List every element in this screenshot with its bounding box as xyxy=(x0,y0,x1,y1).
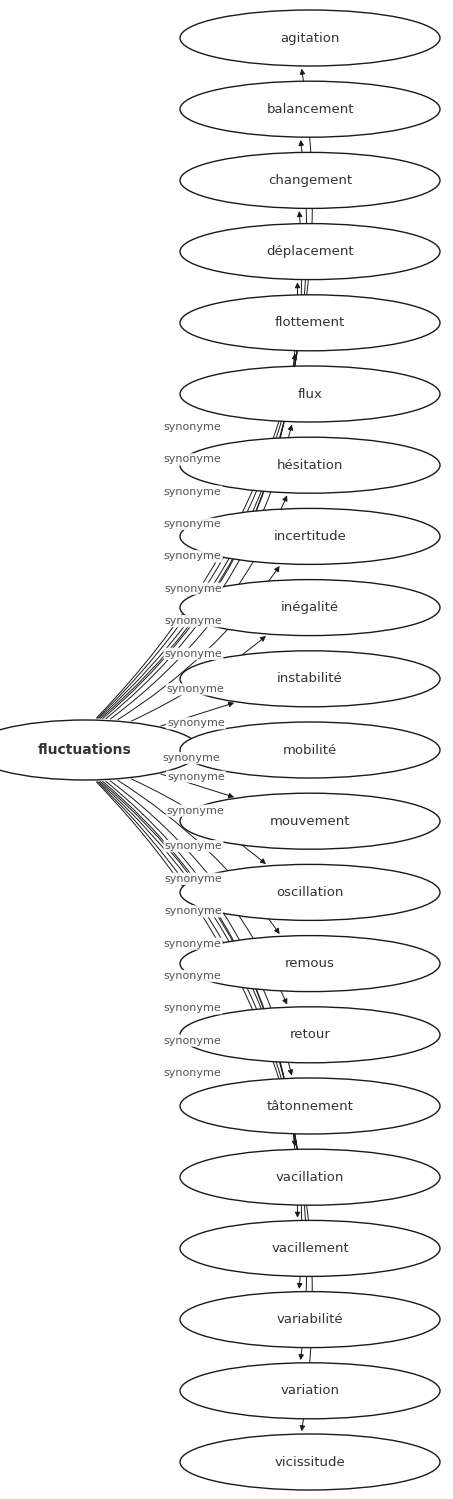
Text: variabilité: variabilité xyxy=(277,1313,343,1327)
Text: mobilité: mobilité xyxy=(283,744,337,757)
Ellipse shape xyxy=(180,580,440,636)
Ellipse shape xyxy=(180,1435,440,1490)
Ellipse shape xyxy=(0,720,200,779)
Ellipse shape xyxy=(180,651,440,708)
Text: synonyme: synonyme xyxy=(164,487,222,496)
Text: synonyme: synonyme xyxy=(167,718,225,729)
Text: instabilité: instabilité xyxy=(277,672,343,685)
Ellipse shape xyxy=(180,81,440,138)
Ellipse shape xyxy=(180,793,440,850)
Text: synonyme: synonyme xyxy=(164,423,221,432)
Text: déplacement: déplacement xyxy=(266,246,354,258)
Ellipse shape xyxy=(180,865,440,920)
Ellipse shape xyxy=(180,1078,440,1135)
Ellipse shape xyxy=(180,438,440,493)
Text: tâtonnement: tâtonnement xyxy=(266,1099,353,1112)
Text: synonyme: synonyme xyxy=(164,1003,222,1013)
Text: synonyme: synonyme xyxy=(164,649,222,660)
Ellipse shape xyxy=(180,366,440,423)
Text: vacillement: vacillement xyxy=(271,1241,349,1255)
Text: agitation: agitation xyxy=(280,31,340,45)
Text: incertitude: incertitude xyxy=(274,531,347,543)
Ellipse shape xyxy=(180,1363,440,1418)
Text: synonyme: synonyme xyxy=(167,685,225,694)
Text: hésitation: hésitation xyxy=(277,459,343,472)
Ellipse shape xyxy=(180,723,440,778)
Text: synonyme: synonyme xyxy=(164,583,222,594)
Text: synonyme: synonyme xyxy=(164,841,222,851)
Text: synonyme: synonyme xyxy=(164,519,222,529)
Text: vicissitude: vicissitude xyxy=(275,1456,345,1469)
Text: flux: flux xyxy=(298,388,323,400)
Ellipse shape xyxy=(180,1292,440,1348)
Text: vacillation: vacillation xyxy=(276,1171,344,1184)
Text: flottement: flottement xyxy=(275,316,345,330)
Text: oscillation: oscillation xyxy=(276,886,344,899)
Text: fluctuations: fluctuations xyxy=(38,744,132,757)
Text: synonyme: synonyme xyxy=(167,805,225,815)
Ellipse shape xyxy=(180,1220,440,1277)
Text: retour: retour xyxy=(289,1028,330,1042)
Text: synonyme: synonyme xyxy=(164,874,222,884)
Text: synonyme: synonyme xyxy=(164,616,222,627)
Text: synonyme: synonyme xyxy=(164,552,222,561)
Text: changement: changement xyxy=(268,174,352,187)
Text: synonyme: synonyme xyxy=(164,938,222,949)
Text: synonyme: synonyme xyxy=(167,772,225,781)
Ellipse shape xyxy=(180,508,440,565)
Ellipse shape xyxy=(180,153,440,208)
Text: synonyme: synonyme xyxy=(164,907,222,916)
Text: remous: remous xyxy=(285,956,335,970)
Ellipse shape xyxy=(180,295,440,351)
Text: synonyme: synonyme xyxy=(162,752,220,763)
Ellipse shape xyxy=(180,223,440,280)
Text: synonyme: synonyme xyxy=(164,1036,221,1046)
Ellipse shape xyxy=(180,935,440,992)
Text: synonyme: synonyme xyxy=(164,454,221,465)
Ellipse shape xyxy=(180,10,440,66)
Text: synonyme: synonyme xyxy=(164,1067,221,1078)
Text: synonyme: synonyme xyxy=(164,971,222,980)
Text: balancement: balancement xyxy=(266,103,354,115)
Ellipse shape xyxy=(180,1007,440,1063)
Text: inégalité: inégalité xyxy=(281,601,339,615)
Text: mouvement: mouvement xyxy=(270,814,350,827)
Ellipse shape xyxy=(180,1150,440,1205)
Text: variation: variation xyxy=(280,1384,339,1397)
